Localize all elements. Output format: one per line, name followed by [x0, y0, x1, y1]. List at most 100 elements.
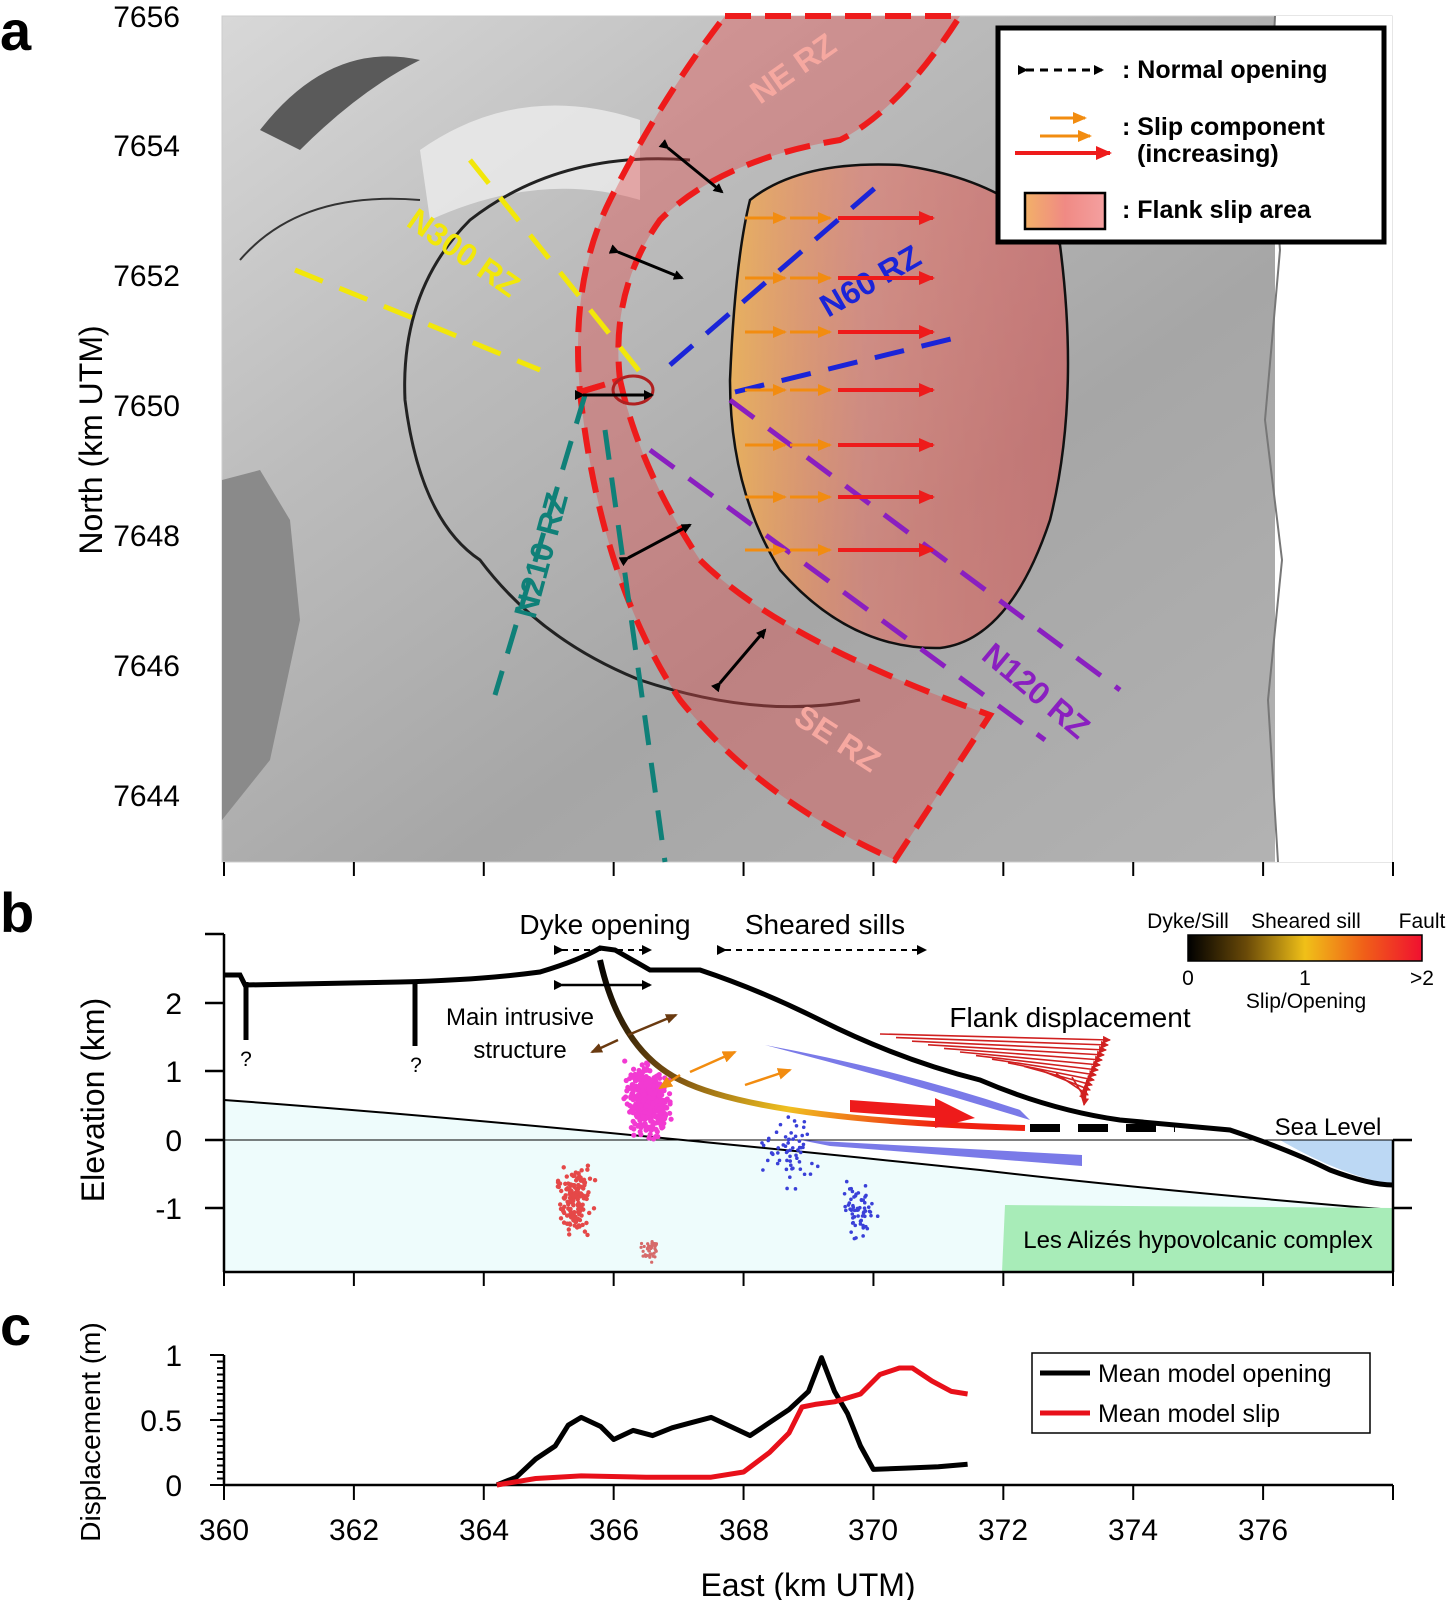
earthquake-dot [637, 1081, 644, 1087]
earthquake-dot [580, 1185, 586, 1191]
panel-c-ylabel: Displacement (m) [75, 1322, 106, 1541]
earthquake-dot [567, 1232, 572, 1237]
earthquake-dot [558, 1216, 564, 1221]
earthquake-dot [797, 1160, 802, 1164]
earthquake-dot [861, 1198, 866, 1202]
colorbar-label-dyke-sill: Dyke/Sill [1147, 910, 1229, 933]
earthquake-dot [630, 1104, 636, 1110]
legend-panel-a: : Normal opening : Slip component (incre… [995, 25, 1387, 245]
ytick-7650: 7650 [113, 390, 180, 423]
earthquake-dot [646, 1135, 652, 1141]
earthquake-dot [650, 1260, 654, 1264]
earthquake-dot [843, 1204, 847, 1209]
earthquake-dot [766, 1138, 771, 1143]
earthquake-dot [793, 1187, 798, 1191]
flank-vector [911, 1040, 1107, 1054]
earthquake-dot [630, 1066, 637, 1072]
earthquake-dot [576, 1171, 581, 1176]
legend-opening-label: Mean model opening [1098, 1360, 1332, 1388]
earthquake-dot [849, 1208, 854, 1212]
n60-rz-line-2 [734, 335, 956, 395]
earthquake-dot [765, 1158, 770, 1163]
earthquake-dot [584, 1220, 589, 1226]
panel-b-ylabel: Elevation (km) [75, 998, 111, 1203]
label-sea-level: Sea Level [1275, 1114, 1382, 1141]
earthquake-dot [651, 1254, 655, 1258]
earthquake-dot [844, 1208, 848, 1213]
earthquake-dot [647, 1107, 653, 1113]
legend-slip-label-1: : Slip component [1122, 113, 1325, 141]
ytick-c-0-5: 0.5 [140, 1405, 182, 1438]
earthquake-dot [570, 1211, 575, 1217]
legend-slip-label: Mean model slip [1098, 1400, 1280, 1428]
earthquake-dot [635, 1098, 641, 1104]
earthquake-dot [790, 1167, 794, 1171]
flank-vector [975, 1054, 1099, 1074]
earthquake-dot [810, 1161, 814, 1166]
earthquake-dot [788, 1175, 792, 1179]
earthquake-dot [586, 1190, 591, 1195]
flank-vector [959, 1051, 1101, 1069]
legend-normal-opening-label: : Normal opening [1122, 56, 1328, 84]
ytick-c-1: 1 [165, 1340, 182, 1373]
earthquake-dot [639, 1241, 644, 1246]
earthquake-dot [636, 1067, 642, 1074]
sea-area [1280, 1140, 1393, 1185]
earthquake-dot [647, 1249, 651, 1253]
earthquake-dot [646, 1242, 650, 1246]
earthquake-dot [566, 1227, 571, 1232]
label-flank-displacement: Flank displacement [949, 1002, 1190, 1033]
label-dyke-opening: Dyke opening [519, 909, 690, 940]
earthquake-dot [579, 1193, 585, 1198]
earthquake-dot [788, 1159, 793, 1163]
earthquake-dot [627, 1075, 633, 1082]
earthquake-dot [580, 1202, 585, 1207]
earthquake-dot [585, 1163, 591, 1168]
earthquake-dot [850, 1212, 855, 1216]
earthquake-dot [778, 1122, 783, 1127]
earthquake-dot [572, 1173, 577, 1178]
xtick-374: 374 [1108, 1514, 1158, 1547]
light-plateau [420, 105, 640, 220]
earthquake-dot [642, 1109, 648, 1115]
les-alizes-complex [1002, 1205, 1393, 1272]
earthquake-dot [558, 1202, 563, 1207]
earthquake-dot [622, 1058, 628, 1064]
earthquake-dot [641, 1097, 647, 1103]
shared-xaxis-ticks [223, 862, 1394, 1500]
earthquake-dot [645, 1247, 650, 1251]
earthquake-dot [581, 1207, 586, 1212]
earthquake-dot [802, 1119, 807, 1124]
flank-vector [1071, 1076, 1087, 1101]
ytick-7656: 7656 [113, 1, 180, 34]
series-line-slip [496, 1365, 968, 1488]
earthquake-dot [639, 1062, 645, 1068]
earthquake-dot [788, 1154, 792, 1159]
earthquake-dot [847, 1187, 852, 1191]
earthquake-dot [631, 1096, 637, 1102]
panel-a-letter: a [0, 0, 32, 62]
flank-vector [1007, 1062, 1095, 1083]
earthquake-dot [582, 1229, 588, 1234]
panel-b: b Les Alizés hypovolcanic complex Sea Le… [0, 881, 1446, 1274]
earthquake-dot [585, 1232, 590, 1238]
earthquake-dot [862, 1206, 867, 1211]
colorbar-gradient [1187, 934, 1423, 962]
earthquake-dot [653, 1241, 657, 1246]
earthquake-dot [761, 1143, 766, 1148]
label-main-intrusive-1: Main intrusive [446, 1004, 594, 1031]
earthquake-dot [638, 1124, 644, 1131]
panel-c-axes: 1 0.5 0 Displacement (m) East (km UTM) [75, 1322, 1393, 1600]
earthquake-dot [571, 1194, 576, 1199]
curve-arrow-3 [744, 1068, 792, 1087]
panel-c-series [495, 1355, 968, 1488]
earthquake-dot [654, 1129, 660, 1135]
colorbar-title: Slip/Opening [1246, 990, 1366, 1013]
earthquake-dot [783, 1135, 788, 1139]
earthquake-dot [649, 1077, 655, 1083]
earthquake-dot [667, 1099, 673, 1105]
ytick-7654: 7654 [113, 130, 180, 163]
dark-ridge-top [260, 56, 420, 150]
earthquake-dot [577, 1209, 583, 1214]
earthquake-dot [798, 1150, 803, 1155]
